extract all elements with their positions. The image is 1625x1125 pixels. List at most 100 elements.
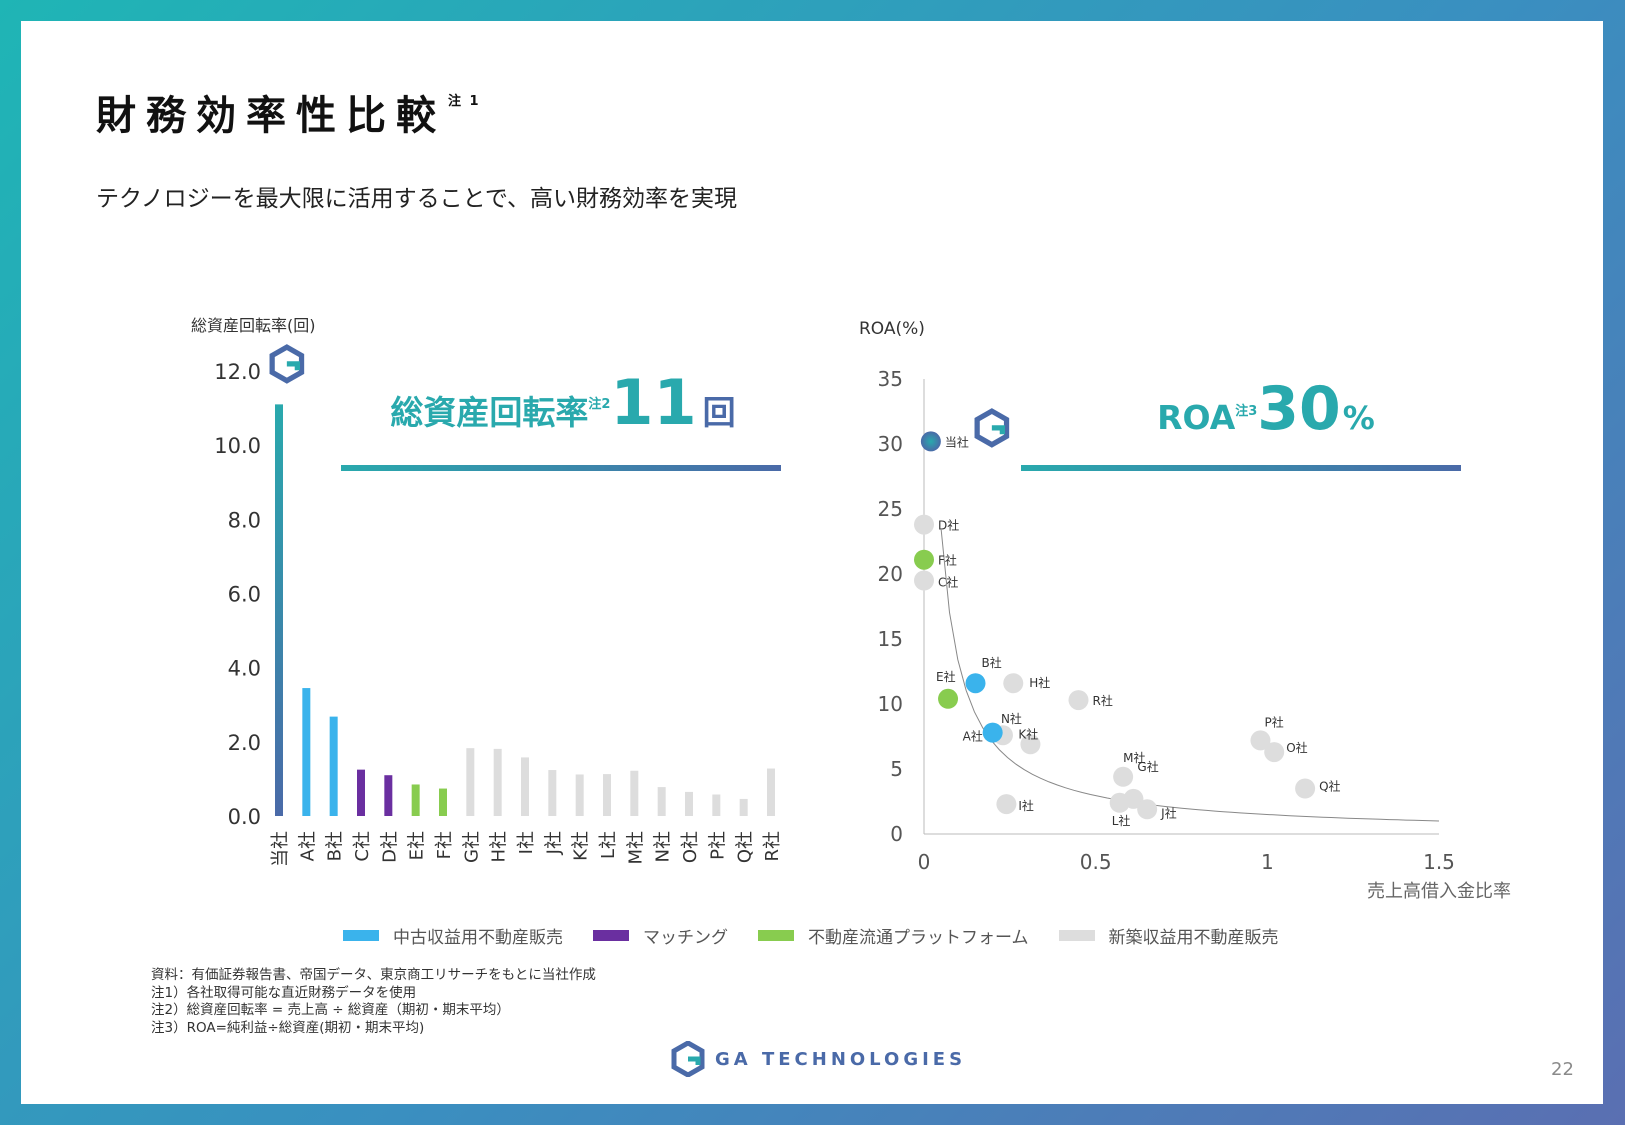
legend-label: 不動産流通プラットフォーム [808,928,1029,948]
y-tick-label: 35 [878,367,903,391]
y-tick-label: 5 [890,757,903,781]
x-tick-label: Q社 [735,831,756,863]
y-tick-label: 10 [878,692,903,716]
point-Q社 [1295,778,1316,799]
bar-L社 [603,774,611,816]
point-H社 [1003,673,1024,694]
y-tick-label: 15 [878,627,903,651]
chart-legend: 中古収益用不動産販売 マッチング 不動産流通プラットフォーム 新築収益用不動産販… [343,923,1309,948]
point-L社 [1109,792,1130,813]
turnover-highlight: 総資産回転率注211 回 [390,366,735,439]
page-number: 22 [1551,1059,1574,1080]
x-tick-label: N社 [653,831,674,862]
x-axis-label: 売上高借入金比率 [1367,881,1511,902]
point-C社 [914,570,934,591]
point-F社 [914,549,934,570]
x-tick-label: B社 [325,831,346,861]
company-logo-icon [671,1041,705,1077]
highlight-underline [1021,465,1461,471]
point-label: R社 [1093,693,1113,708]
legend-swatch [758,930,794,941]
point-D社 [914,514,934,535]
bar-C社 [357,769,365,816]
point-label: O社 [1286,740,1307,755]
x-tick-label: 0 [918,850,931,874]
legend-label: 新築収益用不動産販売 [1108,928,1279,948]
x-tick-label: R社 [762,831,783,862]
title-note: 注 1 [448,94,481,109]
y-tick-label: 6.0 [228,583,261,607]
point-当社 [920,431,941,452]
x-tick-label: 当社 [270,831,291,867]
point-M社 [1113,766,1134,787]
bar-M社 [630,770,639,816]
point-A社 [982,722,1003,743]
point-label: P社 [1264,714,1283,729]
point-label: A社 [963,729,983,744]
legend-item-matching: マッチング [593,923,728,948]
self-logo-icon [974,408,1010,448]
point-K社 [1020,734,1041,755]
legend-swatch [593,930,629,941]
bar-K社 [575,774,584,816]
y-axis-label: ROA(%) [859,319,925,339]
point-label: J社 [1160,805,1177,820]
logo-hexagon [269,344,305,384]
legend-swatch [1058,930,1095,941]
x-tick-label: H社 [489,831,510,863]
y-axis-label: 総資産回転率(回) [191,316,316,335]
point-label: I社 [1018,798,1034,813]
x-tick-label: E社 [407,831,428,860]
point-label: Q社 [1319,779,1340,794]
point-label: E社 [936,669,956,684]
asset-turnover-bar-chart: 総資産回転率(回) 0.0 2.0 4.0 6.0 8.0 10.0 12.0 当社 A社 B社 C社… [191,316,783,867]
bar-P社 [712,794,721,816]
legend-item-new: 新築収益用不動産販売 [1058,923,1279,948]
x-tick-label: A社 [297,831,318,861]
bar-N社 [657,787,666,816]
y-tick-label: 25 [878,497,903,521]
y-tick-label: 2.0 [228,731,261,755]
point-label: F社 [938,553,957,568]
legend-item-used: 中古収益用不動産販売 [343,923,563,948]
x-tick-label: D社 [379,831,400,863]
roa-scatter-chart: ROA(%) 0 5 10 15 20 25 30 35 0 0.5 1 1.5 売上高借入金比率 当社 D社… [859,319,1511,902]
bar-F社 [439,788,447,816]
bar-O社 [685,791,693,816]
y-tick-label: 8.0 [228,508,261,532]
bar-E社 [411,784,420,816]
slide: 財務効率性比較注 1 テクノロジーを最大限に活用することで、高い財務効率を実現 … [21,21,1603,1104]
logo-bar [286,361,300,371]
footnotes: 資料：有価証券報告書、帝国データ、東京商工リサーチをもとに当社作成 注1）各社取… [151,967,596,1037]
page-title: 財務効率性比較注 1 [96,93,481,139]
bar-G社 [466,748,475,816]
legend-label: マッチング [643,928,728,948]
brand-name: GA TECHNOLOGIES [715,1048,967,1070]
footer-logo: GA TECHNOLOGIES [671,1041,966,1077]
y-tick-label: 0 [890,822,903,846]
x-tick-label: K社 [571,831,592,861]
point-label: K社 [1018,726,1038,741]
point-label: C社 [938,575,958,590]
point-label: 当社 [945,434,969,449]
point-J社 [1137,799,1158,820]
point-label: D社 [938,518,959,533]
bar-R社 [767,768,775,816]
footnote-source: 資料：有価証券報告書、帝国データ、東京商工リサーチをもとに当社作成 [151,967,596,983]
point-label: M社 [1123,750,1145,765]
point-R社 [1068,690,1089,711]
x-tick-label: M社 [625,831,646,865]
bar-A社 [302,688,311,816]
bar-Q社 [739,798,748,816]
y-tick-label: 0.0 [228,805,261,829]
x-tick-label: G社 [461,831,482,863]
bar-D社 [384,775,393,816]
point-label: G社 [1137,759,1158,774]
logo-bar [991,425,1005,435]
legend-label: 中古収益用不動産販売 [393,928,563,948]
y-tick-label: 20 [878,562,903,586]
bar-J社 [548,770,557,816]
self-logo-icon [269,344,305,384]
footnote-3: 注3）ROA=純利益÷総資産(期初・期末平均) [151,1019,425,1036]
x-tick-label: 1.5 [1423,850,1455,874]
